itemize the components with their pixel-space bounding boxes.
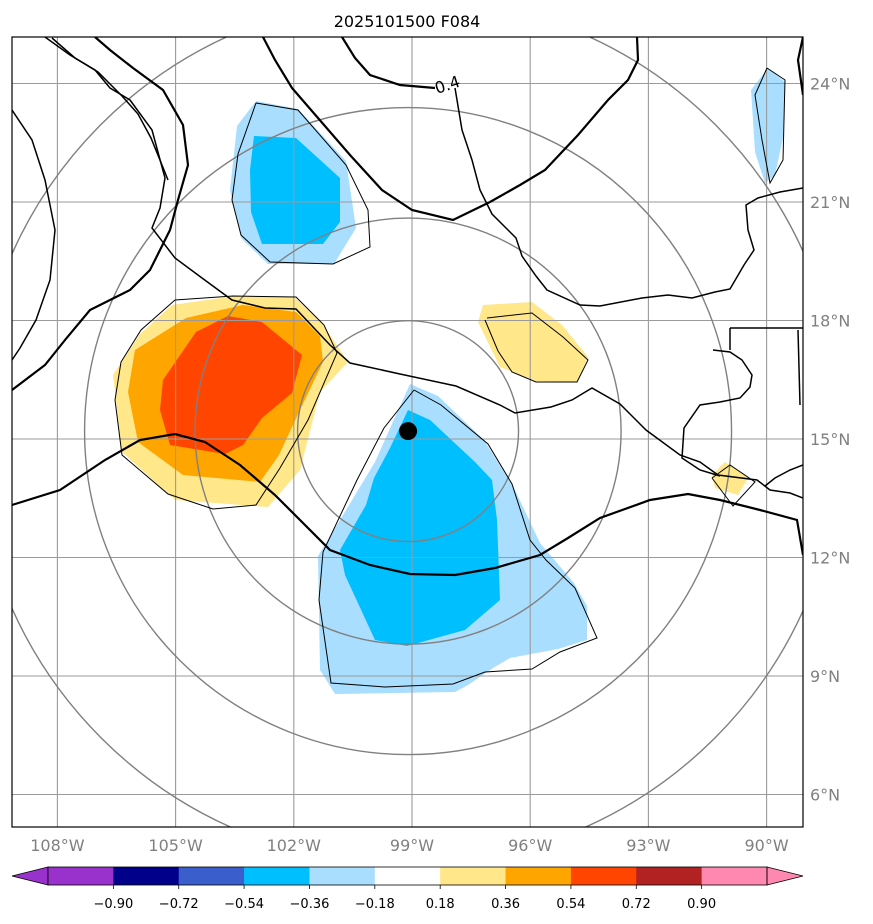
colorbar-frame bbox=[47, 866, 768, 886]
plot-frame bbox=[11, 36, 804, 828]
colorbar-tick-label: −0.54 bbox=[224, 897, 264, 912]
contour-outline bbox=[114, 295, 338, 510]
range-ring bbox=[296, 319, 520, 543]
longitude-label: 99°W bbox=[390, 836, 434, 855]
longitude-label: 105°W bbox=[148, 836, 203, 855]
contour-line-northwest bbox=[12, 37, 190, 391]
longitude-label: 93°W bbox=[626, 836, 670, 855]
latitude-label: 18°N bbox=[810, 312, 850, 331]
shaded-fields bbox=[113, 68, 785, 694]
contour-line-south bbox=[12, 432, 803, 577]
colorbar-segment bbox=[113, 867, 180, 885]
colorbar-segment bbox=[244, 867, 310, 885]
storm-center-marker bbox=[399, 422, 418, 441]
range-ring bbox=[83, 106, 733, 756]
contour-outline bbox=[754, 67, 786, 185]
map-title: 2025101500 F084 bbox=[334, 12, 481, 31]
colorbar-extend-max bbox=[766, 866, 804, 886]
plot-area: 0.4 bbox=[12, 37, 803, 827]
positive-anomaly-far-east bbox=[712, 462, 748, 495]
colorbar-segment bbox=[178, 867, 245, 885]
baja-coastline bbox=[51, 37, 169, 181]
latitude-label: 24°N bbox=[810, 75, 850, 94]
colorbar-segment bbox=[374, 867, 441, 885]
coastlines bbox=[12, 37, 803, 499]
colorbar-segment bbox=[570, 867, 637, 885]
latitude-labels: 6°N 9°N 12°N 15°N 18°N 21°N 24°N bbox=[810, 75, 850, 805]
contour-outline bbox=[318, 389, 598, 688]
longitude-label: 102°W bbox=[267, 836, 322, 855]
colorbar-tick-label: 0.90 bbox=[687, 897, 716, 912]
gulf-coastline bbox=[454, 87, 803, 307]
contour-outline bbox=[484, 312, 589, 383]
colorbar-tick-label: 0.72 bbox=[622, 897, 651, 912]
sinaloa-coastline bbox=[12, 109, 56, 361]
longitude-label: 108°W bbox=[30, 836, 85, 855]
latitude-label: 12°N bbox=[810, 549, 850, 568]
colorbar-tick-label: 0.36 bbox=[491, 897, 520, 912]
belize-coast bbox=[797, 329, 801, 406]
colorbar: −0.90 −0.72 −0.54 −0.36 −0.18 0.18 0.36 0.54 0.7… bbox=[11, 866, 804, 912]
colorbar-segment bbox=[701, 867, 768, 885]
colorbar-segment bbox=[309, 867, 376, 885]
anomaly-contour-outlines bbox=[114, 67, 786, 688]
colorbar-tick-label: −0.90 bbox=[93, 897, 133, 912]
colorbar-segment bbox=[440, 867, 507, 885]
longitude-label: 90°W bbox=[745, 836, 789, 855]
contour-line-top bbox=[341, 37, 436, 90]
range-rings bbox=[12, 37, 803, 827]
colorbar-tick-label: −0.36 bbox=[290, 897, 330, 912]
contour-line-north bbox=[262, 37, 640, 222]
honduras-coast bbox=[764, 464, 803, 487]
colorbar-segment bbox=[48, 867, 114, 885]
colorbar-extend-min bbox=[11, 866, 49, 886]
colorbar-tick-label: −0.18 bbox=[355, 897, 395, 912]
contour-line-northeast bbox=[796, 37, 803, 96]
negative-anomaly-northeast bbox=[751, 68, 785, 183]
latitude-label: 21°N bbox=[810, 193, 850, 212]
longitude-labels: 108°W 105°W 102°W 99°W 96°W 93°W 90°W bbox=[30, 836, 789, 855]
range-ring bbox=[194, 217, 622, 645]
longitude-label: 96°W bbox=[508, 836, 552, 855]
latitude-label: 9°N bbox=[810, 667, 840, 686]
contour-outline bbox=[711, 464, 756, 507]
contour-outline bbox=[231, 102, 371, 265]
latitude-label: 15°N bbox=[810, 430, 850, 449]
colorbar-segment bbox=[505, 867, 572, 885]
colorbar-tick-label: −0.72 bbox=[159, 897, 199, 912]
negative-anomaly-north-core bbox=[250, 136, 340, 244]
yucatan-coastline bbox=[681, 349, 753, 477]
colorbar-segment bbox=[636, 867, 703, 885]
latitude-label: 6°N bbox=[810, 786, 840, 805]
colorbar-tick-label: 0.54 bbox=[556, 897, 585, 912]
colorbar-tick-label: 0.18 bbox=[426, 897, 455, 912]
thick-contours bbox=[12, 37, 803, 577]
negative-anomaly-south-core bbox=[340, 410, 500, 646]
pacific-coastline bbox=[44, 37, 803, 499]
